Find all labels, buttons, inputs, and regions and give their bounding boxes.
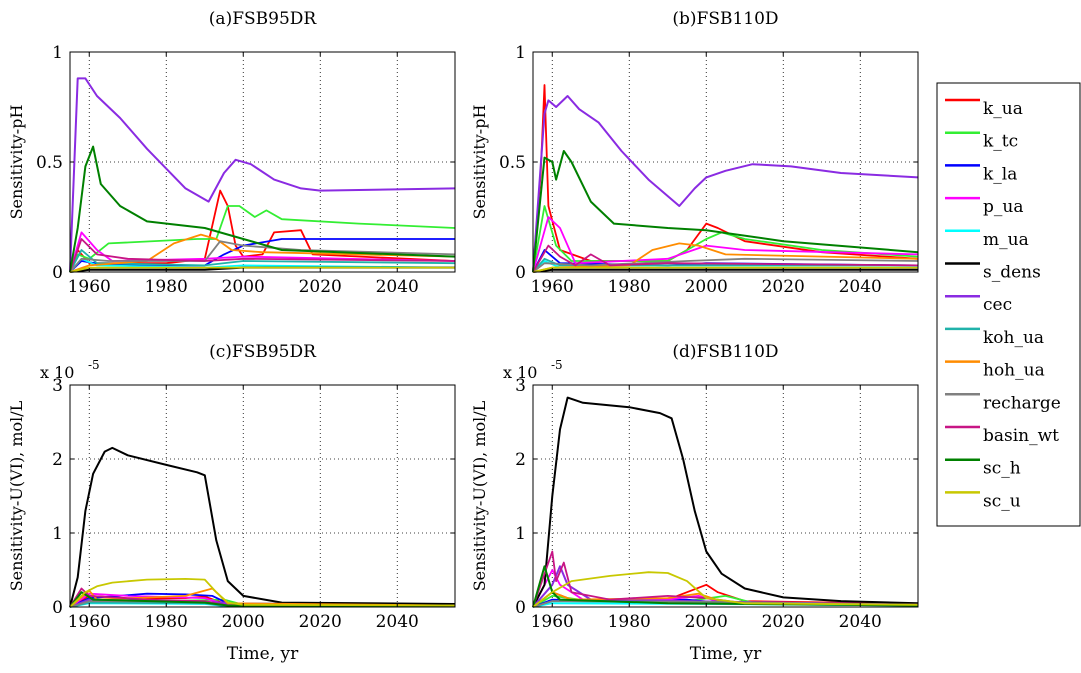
x-tick-label: 1960 [531, 277, 574, 297]
series-line-s-dens [532, 396, 919, 608]
series-line-sc-u [532, 571, 919, 608]
x-tick-label: 2020 [299, 277, 342, 297]
series-line-basin-wt [69, 238, 456, 273]
series-line-recharge [69, 240, 456, 273]
series-line-cec [532, 95, 919, 273]
y-exponent-label: x 10 [40, 363, 74, 382]
legend-label-k-tc: k_tc [983, 132, 1018, 152]
series-line-sc-h [532, 565, 919, 608]
x-tick-label: 1960 [68, 612, 111, 632]
y-tick-label: 3 [52, 376, 63, 396]
x-tick-label: 2040 [839, 277, 882, 297]
y-tick-label: 1 [515, 43, 526, 63]
y-tick-label: 0 [52, 598, 63, 618]
legend-label-sc-u: sc_u [983, 491, 1021, 511]
panel-title: (d)FSB110D [672, 342, 778, 362]
series-line-cec [69, 77, 456, 273]
x-axis-label: Time, yr [227, 644, 299, 664]
series-line-k-tc [532, 205, 919, 273]
x-tick-label: 1980 [145, 277, 188, 297]
y-tick-label: 0.5 [499, 153, 526, 173]
x-tick-label: 1980 [608, 612, 651, 632]
plot-area [70, 385, 455, 607]
series-line-sc-u [69, 578, 456, 608]
legend-label-m-ua: m_ua [983, 230, 1029, 250]
y-tick-label: 0 [515, 598, 526, 618]
series-line-sc-u [69, 266, 455, 273]
panel-b: 1960 1980 2000 2020 2040 0 0.5 1 (b)FSB110D Sensi… [470, 9, 919, 297]
x-tick-label: 2000 [685, 612, 728, 632]
x-tick-label: 1960 [68, 277, 111, 297]
x-tick-label: 2040 [376, 277, 419, 297]
x-tick-label: 2020 [299, 612, 342, 632]
panel-c: 1960 1980 2000 2020 2040 0 1 2 3 (c)FSB95DR Sensit… [7, 342, 456, 664]
series-line-koh-ua [69, 249, 456, 273]
legend-label-basin-wt: basin_wt [983, 426, 1059, 446]
axes-frame [69, 384, 456, 608]
y-tick-label: 3 [515, 376, 526, 396]
x-axis-label: Time, yr [690, 644, 762, 664]
y-axis-label: Sensitivity-pH [7, 105, 26, 220]
x-tick-label: 2040 [376, 612, 419, 632]
x-tick-label: 2020 [762, 612, 805, 632]
series-line-sc-h [69, 145, 456, 273]
y-tick-label: 1 [52, 524, 63, 544]
y-tick-label: 0 [52, 263, 63, 283]
y-axis-label: Sensitivity-U(VI), mol/L [470, 400, 489, 591]
legend-label-s-dens: s_dens [983, 263, 1041, 283]
y-axis-label: Sensitivity-pH [470, 105, 489, 220]
legend-box [936, 82, 1081, 527]
panel-d: 1960 1980 2000 2020 2040 0 1 2 3 (d)FSB110D Sensit… [470, 342, 919, 664]
y-exponent-power: -5 [88, 358, 100, 372]
series-line-recharge [532, 257, 919, 273]
y-tick-label: 0 [515, 263, 526, 283]
x-tick-label: 2000 [222, 277, 265, 297]
y-tick-label: 2 [515, 450, 526, 470]
legend-label-k-ua: k_ua [983, 99, 1023, 119]
series-line-sc-u [532, 266, 918, 273]
y-tick-label: 2 [52, 450, 63, 470]
series-line-s-dens [69, 446, 456, 608]
y-exponent-power: -5 [551, 358, 563, 372]
y-exponent-label: x 10 [503, 363, 537, 382]
x-tick-label: 2020 [762, 277, 805, 297]
panel-title: (b)FSB110D [672, 9, 778, 29]
x-tick-label: 1980 [145, 612, 188, 632]
x-tick-label: 1980 [608, 277, 651, 297]
axes-frame [532, 384, 919, 608]
series-line-basin-wt [532, 244, 919, 273]
panel-title: (c)FSB95DR [209, 342, 317, 362]
x-tick-label: 1960 [531, 612, 574, 632]
legend-label-recharge: recharge [983, 393, 1061, 413]
y-tick-label: 1 [515, 524, 526, 544]
x-tick-label: 2000 [685, 277, 728, 297]
series-line-koh-ua [532, 257, 918, 273]
y-tick-label: 1 [52, 43, 63, 63]
x-tick-label: 2040 [839, 612, 882, 632]
panel-title: (a)FSB95DR [209, 9, 318, 29]
series-line-p-ua [532, 216, 919, 273]
y-tick-label: 0.5 [36, 153, 63, 173]
series-line-sc-h [532, 150, 919, 273]
legend-label-sc-h: sc_h [983, 459, 1021, 479]
legend-label-hoh-ua: hoh_ua [983, 361, 1045, 381]
y-axis-label: Sensitivity-U(VI), mol/L [7, 400, 26, 591]
legend-label-cec: cec [983, 295, 1012, 315]
plot-area [533, 385, 918, 607]
panel-a: 1960 1980 2000 2020 2040 0 0.5 1 (a)FSB95DR Sensi… [7, 9, 456, 297]
legend-label-p-ua: p_ua [983, 197, 1023, 217]
legend-label-k-la: k_la [983, 164, 1017, 184]
x-tick-label: 2000 [222, 612, 265, 632]
legend-label-koh-ua: koh_ua [983, 328, 1044, 348]
series-line-hoh-ua [69, 233, 456, 273]
